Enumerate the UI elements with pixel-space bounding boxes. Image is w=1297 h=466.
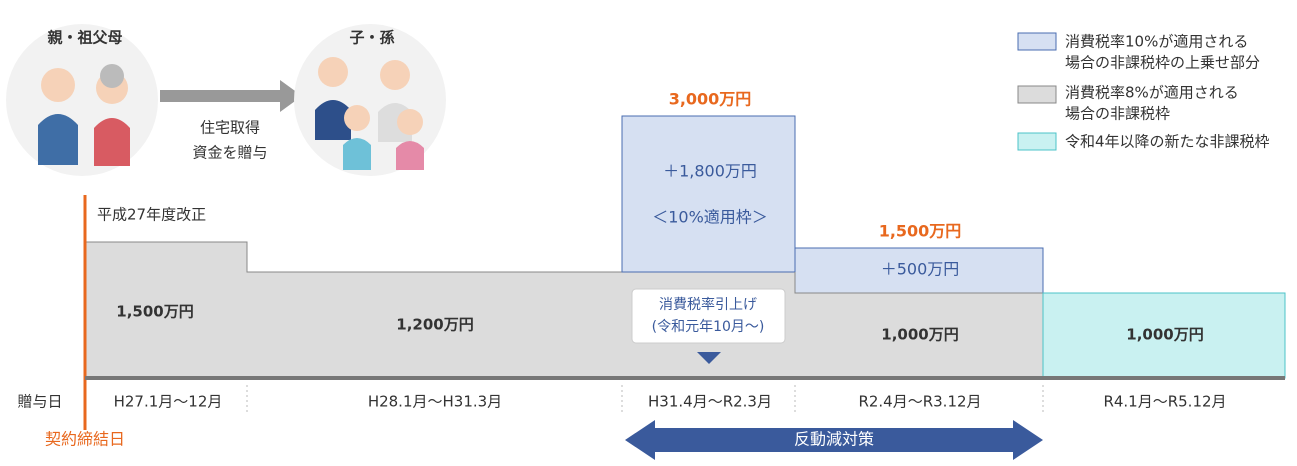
receiver-label: 子・孫 (349, 29, 394, 47)
reform-label: 平成27年度改正 (97, 206, 206, 224)
total-label: 1,500万円 (879, 222, 962, 241)
amount-label: 1,000万円 (881, 326, 958, 344)
callout-text: 消費税率引上げ (659, 296, 757, 313)
giver-label: 親・祖父母 (47, 29, 122, 47)
axis-label: 贈与日 (17, 393, 62, 411)
extra-note: ＜10%適用枠＞ (652, 208, 768, 227)
arrow-label: 資金を贈与 (192, 144, 267, 162)
amount-label: 1,000万円 (1126, 326, 1203, 344)
legend-swatch (1017, 32, 1057, 51)
legend-text: 場合の非課税枠の上乗せ部分 (1065, 54, 1260, 72)
date-label: R2.4月～R3.12月 (858, 393, 981, 411)
receiver-illustration (294, 24, 446, 176)
legend-text: 消費税率10%が適用される (1065, 33, 1248, 51)
date-separators (246, 385, 1044, 415)
date-label: H27.1月～12月 (114, 393, 223, 411)
amount-label: 1,500万円 (116, 303, 193, 321)
callout-box (631, 288, 786, 344)
date-label: R4.1月～R5.12月 (1103, 393, 1226, 411)
date-label: H28.1月～H31.3月 (368, 393, 502, 411)
legend-text: 消費税率8%が適用される (1065, 84, 1239, 102)
legend-swatch (1017, 85, 1057, 104)
giver-illustration (6, 24, 158, 176)
transfer-arrow (160, 80, 302, 112)
legend-text: 場合の非課税枠 (1065, 105, 1170, 123)
band-label: 反動減対策 (794, 430, 874, 449)
arrow-label: 住宅取得 (200, 119, 260, 137)
amount-label: 1,200万円 (396, 316, 473, 334)
callout-pointer (697, 352, 721, 364)
legend-swatch (1017, 132, 1057, 151)
callout-text: (令和元年10月～) (652, 319, 765, 335)
legend-text: 令和4年以降の新たな非課税枠 (1065, 133, 1270, 151)
extra-label: ＋1,800万円 (663, 162, 757, 181)
date-label: H31.4月～R2.3月 (648, 393, 772, 411)
band-arrow (625, 420, 1043, 460)
contract-label: 契約締結日 (45, 430, 125, 449)
extra-label: ＋500万円 (881, 260, 960, 279)
total-label: 3,000万円 (669, 90, 752, 109)
